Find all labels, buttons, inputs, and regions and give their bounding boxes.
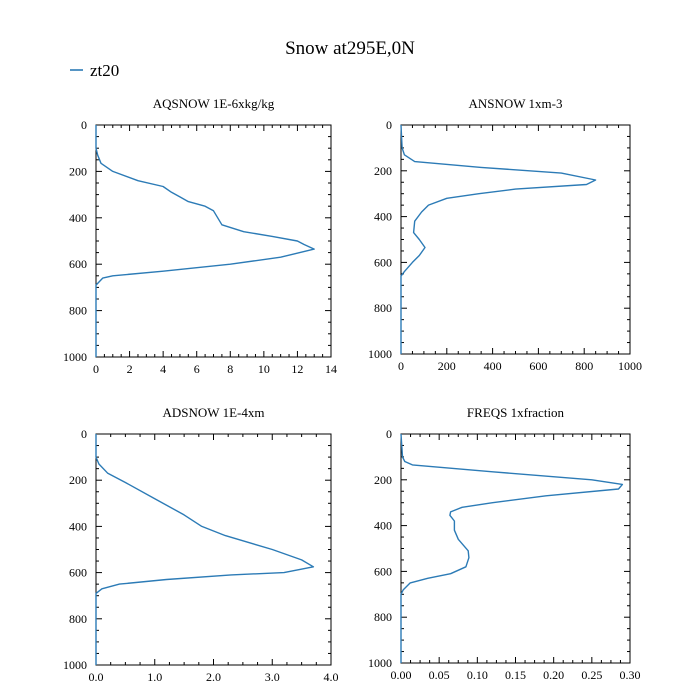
y-tick-label: 600 bbox=[69, 566, 87, 580]
x-tick-label: 1.0 bbox=[147, 670, 162, 684]
y-tick-label: 0 bbox=[81, 118, 87, 132]
x-tick-label: 2 bbox=[127, 362, 133, 376]
x-tick-label: 200 bbox=[438, 359, 456, 373]
x-tick-label: 4 bbox=[160, 362, 166, 376]
y-tick-label: 1000 bbox=[63, 658, 87, 672]
y-tick-label: 200 bbox=[374, 164, 392, 178]
y-tick-label: 400 bbox=[69, 519, 87, 533]
panel-title: ANSNOW 1xm-3 bbox=[468, 96, 562, 111]
x-tick-label: 0.25 bbox=[581, 668, 602, 682]
y-tick-label: 1000 bbox=[368, 347, 392, 361]
y-tick-label: 200 bbox=[69, 164, 87, 178]
series-line bbox=[400, 124, 597, 354]
x-tick-label: 2.0 bbox=[206, 670, 221, 684]
y-tick-label: 400 bbox=[374, 210, 392, 224]
x-tick-label: 0.00 bbox=[391, 668, 412, 682]
chart-panel: ADSNOW 1E-4xm 0.0 1.0 2.0 3.0 4.0 0 200 400 600 80… bbox=[63, 405, 339, 684]
x-tick-label: 400 bbox=[484, 359, 502, 373]
legend-label: zt20 bbox=[90, 61, 119, 80]
x-tick-label: 10 bbox=[258, 362, 270, 376]
plot-frame bbox=[400, 124, 631, 355]
series-line bbox=[95, 125, 315, 357]
y-tick-label: 400 bbox=[374, 519, 392, 533]
x-tick-label: 0.05 bbox=[429, 668, 450, 682]
y-tick-label: 200 bbox=[69, 473, 87, 487]
x-tick-label: 0.10 bbox=[467, 668, 488, 682]
series-line bbox=[95, 434, 315, 665]
chart-panels: AQSNOW 1E-6xkg/kg 0 2 4 6 8 10 12 14 0 200 400 600 80… bbox=[63, 96, 642, 684]
y-tick-label: 600 bbox=[69, 257, 87, 271]
panel-title: FREQS 1xfraction bbox=[467, 405, 565, 420]
y-tick-label: 600 bbox=[374, 564, 392, 578]
panel-title: ADSNOW 1E-4xm bbox=[163, 405, 265, 420]
x-tick-label: 0 bbox=[398, 359, 404, 373]
panel-title: AQSNOW 1E-6xkg/kg bbox=[153, 96, 275, 111]
y-tick-label: 800 bbox=[69, 304, 87, 318]
x-tick-label: 0.15 bbox=[505, 668, 526, 682]
x-tick-label: 12 bbox=[291, 362, 303, 376]
x-tick-label: 0.20 bbox=[543, 668, 564, 682]
plot-frame bbox=[95, 433, 332, 666]
y-tick-label: 800 bbox=[374, 301, 392, 315]
x-tick-label: 1000 bbox=[618, 359, 642, 373]
chart-panel: ANSNOW 1xm-3 0 200 400 600 800 1000 0 200 400 600 8… bbox=[368, 96, 642, 373]
y-tick-label: 1000 bbox=[63, 350, 87, 364]
plot-frame bbox=[400, 433, 631, 664]
x-tick-label: 600 bbox=[529, 359, 547, 373]
y-tick-label: 600 bbox=[374, 255, 392, 269]
x-tick-label: 14 bbox=[325, 362, 337, 376]
x-tick-label: 4.0 bbox=[324, 670, 339, 684]
chart-panel: FREQS 1xfraction 0.00 0.05 0.10 0.15 0.20 0.25… bbox=[368, 405, 641, 682]
y-tick-label: 800 bbox=[69, 612, 87, 626]
legend: zt20 bbox=[70, 61, 119, 80]
y-tick-label: 1000 bbox=[368, 656, 392, 670]
y-tick-label: 800 bbox=[374, 610, 392, 624]
y-tick-label: 0 bbox=[386, 118, 392, 132]
x-tick-label: 0 bbox=[93, 362, 99, 376]
x-tick-label: 3.0 bbox=[265, 670, 280, 684]
y-tick-label: 0 bbox=[386, 427, 392, 441]
y-tick-label: 200 bbox=[374, 473, 392, 487]
y-tick-label: 400 bbox=[69, 211, 87, 225]
x-tick-label: 0.0 bbox=[89, 670, 104, 684]
chart-panel: AQSNOW 1E-6xkg/kg 0 2 4 6 8 10 12 14 0 200 400 600 80… bbox=[63, 96, 337, 376]
y-tick-label: 0 bbox=[81, 427, 87, 441]
series-line bbox=[400, 433, 624, 663]
x-tick-label: 800 bbox=[575, 359, 593, 373]
x-tick-label: 6 bbox=[194, 362, 200, 376]
figure-title: Snow at295E,0N bbox=[285, 38, 415, 59]
x-tick-label: 0.30 bbox=[620, 668, 641, 682]
x-tick-label: 8 bbox=[227, 362, 233, 376]
